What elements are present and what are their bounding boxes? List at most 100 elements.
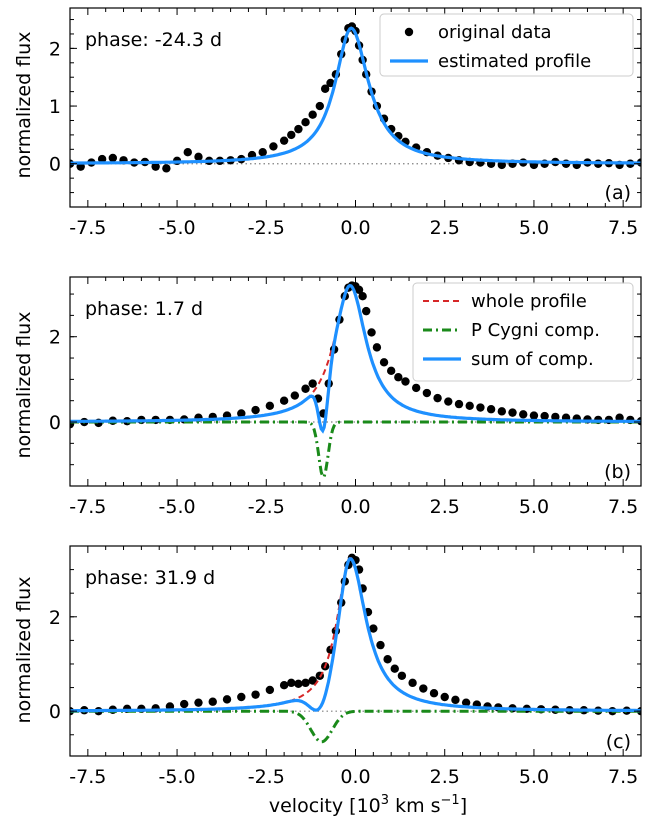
plot-area (70, 22, 641, 173)
pcygni-component-line (70, 420, 641, 479)
data-point (180, 699, 189, 709)
panel-c: -7.5 -5.0 -2.5 0.0 2.5 5.0 7.5 0 2 phase: 31.9 d (… (49, 545, 642, 788)
legend-label: sum of comp. (471, 349, 594, 370)
y-axis-label-a: normalized flux (13, 32, 35, 179)
data-point (461, 698, 471, 707)
data-point (279, 136, 289, 145)
x-tick-label: 2.5 (430, 766, 460, 788)
x-tick-label: 5.0 (519, 217, 549, 239)
data-point (379, 358, 389, 367)
data-point (486, 405, 496, 414)
data-point (444, 397, 453, 406)
data-point (251, 405, 260, 415)
data-point (465, 401, 474, 411)
x-tick-label: 0.0 (340, 217, 370, 239)
y-tick-label: 1 (49, 96, 61, 118)
phase-label: phase: -24.3 d (85, 29, 222, 51)
x-tick-label: 7.5 (608, 766, 638, 788)
data-point (294, 679, 303, 688)
data-point (326, 78, 335, 88)
x-tick-label: -2.5 (248, 766, 285, 788)
data-point (401, 377, 410, 386)
data-point (497, 407, 507, 416)
x-tick-label: -2.5 (248, 217, 285, 239)
panel-b: -7.5 -5.0 -2.5 0.0 2.5 5.0 7.5 0 2 phase: 1.7 d (b… (49, 276, 642, 518)
panel-label: (c) (606, 731, 631, 753)
data-point (251, 690, 260, 699)
legend-marker-dot (404, 27, 414, 37)
y-axis-label-c: normalized flux (13, 577, 35, 724)
x-tick-label: 5.0 (519, 766, 549, 788)
x-tick-label: -7.5 (69, 766, 106, 788)
data-point (97, 154, 107, 164)
data-point (194, 152, 203, 162)
x-tick-label: -5.0 (159, 217, 196, 239)
x-tick-label: -7.5 (69, 217, 106, 239)
data-point (151, 162, 160, 171)
phase-label: phase: 31.9 d (85, 567, 215, 589)
panel-label: (b) (604, 461, 631, 483)
data-point (265, 401, 275, 411)
legend-frame (379, 13, 634, 77)
legend-label: P Cygni comp. (471, 320, 600, 341)
data-point (258, 148, 267, 157)
data-point (419, 684, 428, 693)
x-tick-label: -5.0 (159, 496, 196, 518)
data-point (394, 373, 403, 382)
data-point (372, 343, 382, 352)
data-point (358, 291, 367, 301)
x-tick-label: 0.0 (340, 496, 370, 518)
data-point (183, 148, 192, 157)
phase-label: phase: 1.7 d (85, 298, 203, 320)
data-point (108, 153, 118, 163)
x-tick-label: 2.5 (430, 217, 460, 239)
data-point (397, 671, 407, 680)
pcygni-component-line (70, 709, 641, 744)
legend-label: original data (438, 22, 552, 43)
data-point (429, 689, 439, 698)
x-tick-label: -2.5 (248, 496, 285, 518)
x-tick-label: 5.0 (519, 496, 549, 518)
data-point (454, 399, 464, 409)
data-point (383, 655, 392, 664)
plot-area (70, 281, 641, 479)
data-point (369, 624, 378, 633)
data-point (433, 393, 442, 403)
panel-a: -7.5 -5.0 -2.5 0.0 2.5 5.0 7.5 0 1 2 phase: -24.3 … (49, 7, 642, 239)
data-point (354, 285, 364, 294)
data-point (476, 403, 485, 412)
data-point (279, 681, 289, 690)
x-axis-label: velocity [103 km s−1] (269, 793, 467, 817)
data-point (508, 408, 517, 417)
data-point (440, 692, 449, 702)
x-tick-label: -5.0 (159, 766, 196, 788)
estimated-profile-line (70, 26, 641, 165)
y-tick-label: 2 (49, 607, 61, 629)
legend-label: estimated profile (438, 51, 591, 72)
data-point (411, 383, 421, 393)
panel-label: (a) (605, 182, 631, 204)
legend: original data estimated profile (379, 13, 634, 77)
data-point (320, 84, 330, 93)
data-point (390, 664, 399, 673)
data-point (194, 698, 203, 707)
data-point (362, 306, 371, 316)
data-point (301, 678, 310, 688)
data-point (540, 411, 549, 421)
x-tick-label: -7.5 (69, 496, 106, 518)
legend-frame (412, 282, 634, 382)
data-point (315, 101, 325, 111)
data-point (287, 678, 296, 688)
data-point (279, 396, 289, 405)
data-point (529, 411, 539, 420)
data-point (222, 695, 232, 704)
x-tick-label: 2.5 (430, 496, 460, 518)
data-point (519, 410, 528, 419)
legend: whole profile P Cygni comp. sum of comp. (412, 282, 634, 382)
data-point (451, 695, 460, 705)
sum-of-components-line (70, 557, 641, 713)
x-tick-label: 7.5 (608, 217, 638, 239)
data-point (237, 692, 246, 702)
sum-of-components-line (70, 283, 641, 434)
